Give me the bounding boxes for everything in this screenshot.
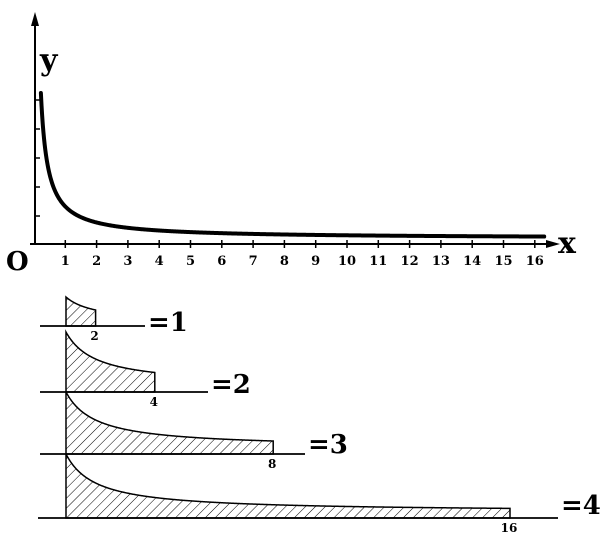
x-tick-label: 4 — [155, 254, 164, 269]
x-axis-arrow — [546, 240, 560, 248]
strip-end-label: 2 — [90, 329, 98, 343]
hatched-area — [65, 453, 511, 519]
hatched-area — [65, 329, 156, 393]
x-tick-label: 12 — [401, 254, 419, 269]
strip-2: 4 =2 — [40, 329, 251, 409]
strip-1: 2 =1 — [40, 295, 188, 343]
x-tick-label: 2 — [92, 254, 101, 269]
hatched-area — [65, 391, 274, 455]
x-tick-label: 16 — [526, 254, 544, 269]
strip-end-label: 16 — [501, 521, 518, 535]
x-tick-label: 10 — [338, 254, 356, 269]
x-tick-label: 14 — [463, 254, 481, 269]
hatched-area — [65, 295, 97, 327]
x-axis-label: x — [558, 226, 577, 261]
strip-area-result: =2 — [211, 370, 251, 400]
x-tick-label: 13 — [432, 254, 450, 269]
y-axis-ticks — [35, 99, 40, 217]
strip-area-result: =3 — [308, 430, 348, 460]
x-tick-label: 3 — [123, 254, 132, 269]
x-axis-ticks: 1 2 3 4 5 6 7 8 9 10 11 12 13 14 15 16 — [61, 240, 544, 269]
x-tick-label: 15 — [494, 254, 512, 269]
origin-label: O — [6, 247, 29, 277]
x-tick-label: 6 — [217, 254, 226, 269]
strip-3: 8 =3 — [40, 391, 348, 471]
reciprocal-curve — [38, 91, 547, 239]
strip-4: 16 =4 — [38, 453, 600, 535]
area-strips: 2 =1 4 =2 8 =3 16 =4 — [38, 295, 600, 535]
x-tick-label: 11 — [369, 254, 387, 269]
x-tick-label: 8 — [280, 254, 289, 269]
x-tick-label: 7 — [249, 254, 258, 269]
x-tick-label: 1 — [61, 254, 70, 269]
strip-area-result: =1 — [148, 308, 188, 338]
x-tick-label: 9 — [311, 254, 320, 269]
x-tick-label: 5 — [186, 254, 195, 269]
strip-area-result: =4 — [561, 491, 600, 521]
strip-end-label: 4 — [150, 395, 158, 409]
strip-end-label: 8 — [268, 457, 276, 471]
y-axis-label: y — [39, 43, 59, 78]
y-axis-arrow — [31, 12, 39, 26]
